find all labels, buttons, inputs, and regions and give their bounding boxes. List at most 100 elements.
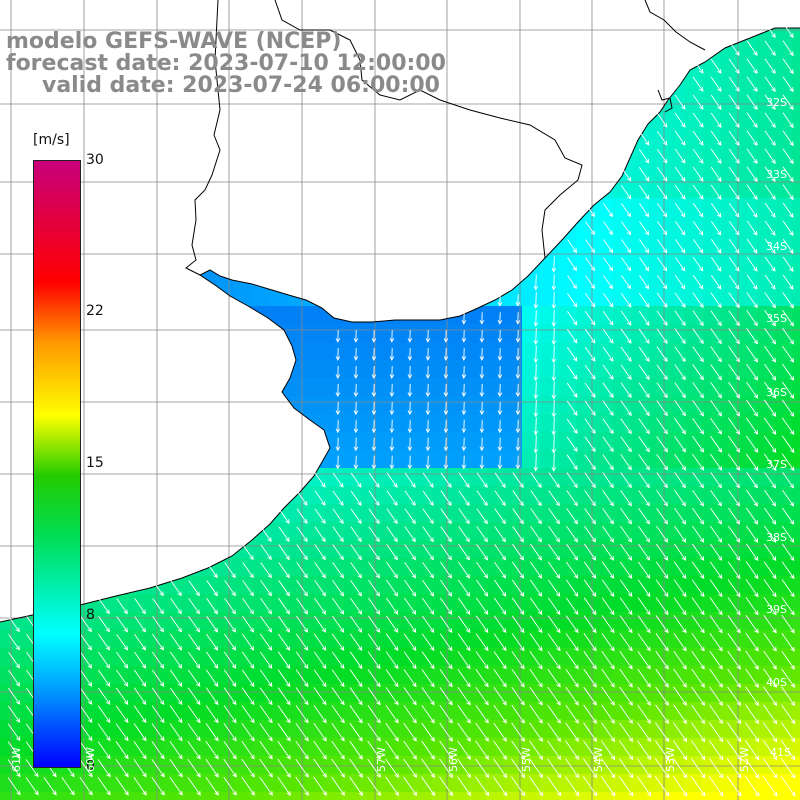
wind-speed-cell (702, 270, 721, 289)
wind-speed-cell (342, 378, 361, 397)
wind-speed-cell (666, 540, 685, 559)
wind-speed-cell (108, 594, 127, 613)
wind-speed-cell (414, 774, 433, 793)
wind-speed-cell (468, 522, 487, 541)
wind-speed-cell (396, 558, 415, 577)
wind-speed-cell (612, 702, 631, 721)
wind-speed-cell (666, 180, 685, 199)
wind-speed-cell (630, 216, 649, 235)
wind-arrow (583, 561, 597, 579)
wind-speed-cell (630, 486, 649, 505)
wind-arrow (512, 508, 524, 525)
wind-arrow (331, 758, 345, 778)
wind-arrow (745, 525, 759, 543)
wind-speed-cell (612, 792, 631, 800)
wind-speed-cell (630, 648, 649, 667)
colorbar-unit: [m/s] (33, 132, 70, 148)
wind-speed-cell (198, 774, 217, 793)
wind-arrow (782, 220, 794, 236)
wind-arrow (547, 579, 561, 597)
wind-speed-cell (342, 594, 361, 613)
wind-speed-cell (684, 360, 703, 379)
wind-arrow (296, 562, 308, 579)
wind-arrow (744, 740, 760, 761)
wind-speed-cell (126, 774, 145, 793)
wind-arrow (443, 383, 449, 398)
wind-speed-cell (666, 108, 685, 127)
wind-speed-cell (738, 234, 757, 253)
wind-speed-cell (396, 684, 415, 703)
wind-arrow (7, 759, 21, 778)
wind-speed-cell (414, 360, 433, 379)
wind-speed-cell (756, 324, 775, 343)
wind-arrow (691, 633, 705, 652)
wind-speed-cell (540, 630, 559, 649)
wind-speed-cell (414, 666, 433, 685)
wind-speed-cell (306, 324, 325, 343)
wind-arrow (475, 669, 489, 688)
wind-arrow (692, 472, 704, 489)
wind-arrow (781, 686, 796, 707)
wind-arrow (709, 561, 723, 580)
wind-arrow (479, 455, 485, 470)
wind-speed-cell (756, 558, 775, 577)
wind-arrow (407, 330, 413, 343)
wind-arrow (440, 472, 452, 488)
wind-arrow (223, 669, 237, 687)
wind-speed-cell (774, 234, 793, 253)
wind-speed-cell (162, 666, 181, 685)
wind-speed-cell (324, 684, 343, 703)
wind-speed-cell (108, 612, 127, 631)
wind-arrow (745, 561, 759, 580)
wind-speed-cell (612, 720, 631, 739)
wind-arrow (762, 757, 778, 779)
wind-arrow (639, 239, 650, 254)
wind-arrow (638, 507, 650, 525)
wind-speed-cell (504, 630, 523, 649)
wind-arrow (621, 221, 632, 236)
wind-arrow (620, 418, 632, 435)
wind-speed-cell (342, 648, 361, 667)
wind-arrow (458, 544, 470, 561)
wind-arrow (618, 776, 634, 797)
wind-speed-cell (792, 504, 800, 523)
wind-speed-cell (468, 540, 487, 559)
wind-arrow (493, 722, 507, 742)
wind-arrow (313, 740, 327, 760)
wind-arrow (475, 615, 489, 634)
wind-speed-cell (666, 558, 685, 577)
wind-speed-cell (756, 720, 775, 739)
wind-arrow (781, 543, 795, 562)
wind-arrow (353, 348, 359, 361)
wind-speed-cell (144, 666, 163, 685)
wind-arrow (692, 417, 704, 435)
wind-arrow (187, 705, 201, 724)
wind-arrow (620, 472, 632, 489)
wind-speed-cell (216, 684, 235, 703)
wind-arrow (313, 633, 327, 651)
wind-speed-cell (522, 720, 541, 739)
wind-arrow (692, 148, 704, 164)
wind-speed-cell (792, 450, 800, 469)
wind-arrow (7, 723, 21, 742)
wind-speed-cell (342, 360, 361, 379)
wind-speed-cell (288, 774, 307, 793)
wind-arrow (710, 274, 722, 290)
wind-speed-cell (774, 540, 793, 559)
wind-speed-cell (558, 522, 577, 541)
wind-speed-cell (756, 306, 775, 325)
wind-speed-cell (396, 576, 415, 595)
wind-speed-cell (540, 558, 559, 577)
wind-arrow (8, 616, 20, 633)
wind-arrow (169, 776, 183, 796)
wind-speed-cell (522, 432, 541, 451)
wind-arrow (656, 148, 668, 164)
wind-arrow (603, 203, 614, 218)
wind-speed-cell (540, 774, 559, 793)
wind-arrow (639, 257, 650, 272)
wind-arrow (551, 291, 557, 309)
wind-arrow (602, 310, 614, 326)
wind-speed-cell (468, 576, 487, 595)
wind-speed-cell (702, 738, 721, 757)
